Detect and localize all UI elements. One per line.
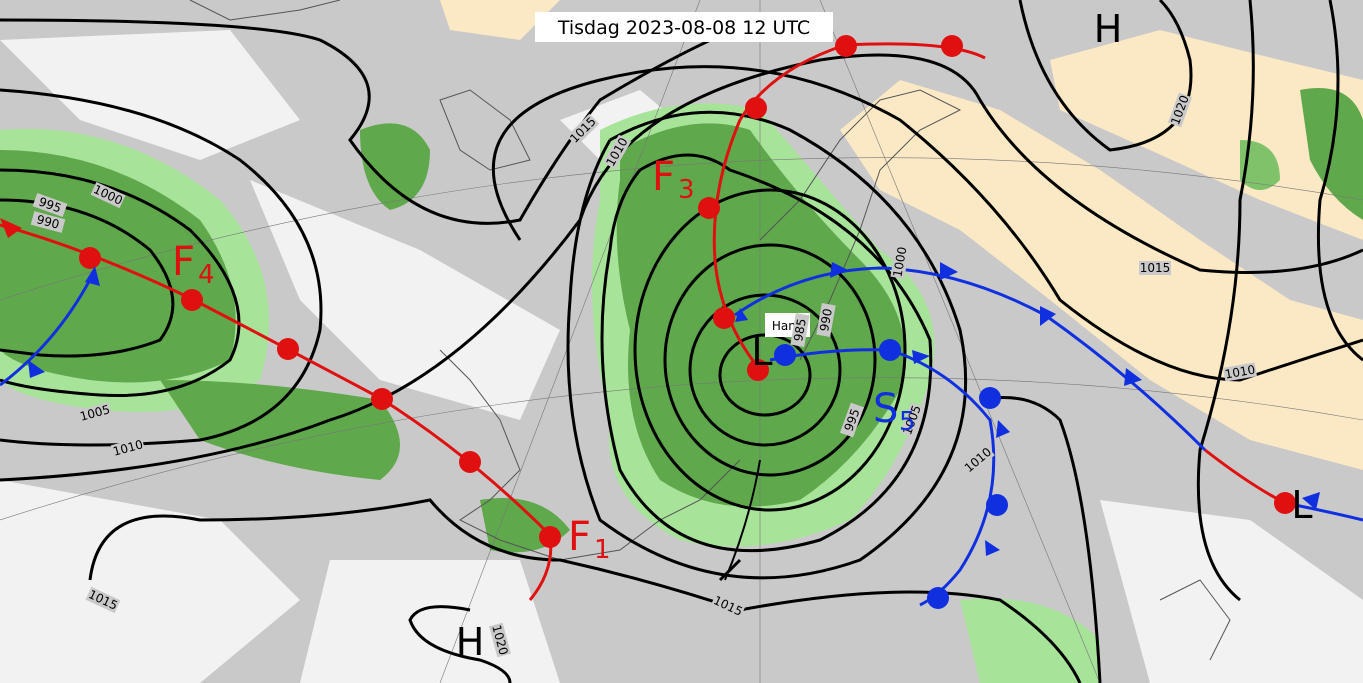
isobar-label-bg [566,113,600,147]
isobar-label-bg [710,592,746,620]
isobar-label: 1010 [1224,362,1257,381]
coastlines [189,0,1231,661]
isobar-label-bg [110,437,146,459]
isobar-label-bg [816,303,836,337]
isobar-label-bg [1223,362,1257,382]
front-letter: F [652,154,675,200]
isobar-label: 1015 [1140,261,1171,275]
front-letter: F [568,514,591,560]
isobar-label: 990 [35,212,61,231]
pressure-center: L [1291,483,1312,527]
title-box [535,12,833,42]
isobar-label-bg [899,402,925,438]
isobar-label-bg [890,245,910,279]
front-index: 4 [198,260,215,290]
isobar-label-bg [85,586,121,614]
isobar-label-bg [602,134,632,170]
isobar-label-bg [1139,261,1171,275]
pressure-center: H [456,620,485,664]
front-index: 3 [678,175,695,205]
isobar-label: 990 [817,308,835,333]
pressure-center: L [751,330,772,374]
front-symbols [0,35,1320,609]
pressure-center: H [1094,7,1123,51]
front-letter: S [873,386,898,432]
isobar-label: 985 [791,318,809,343]
isobar-label-bg [1167,92,1193,128]
isobar-label-bg [32,192,68,218]
isobar-label: 1000 [890,246,909,279]
front-index: 1 [594,535,611,565]
front-index: 5 [899,407,916,437]
map-title: Tisdag 2023-08-08 12 UTC [557,17,810,39]
isobar-label-bg [839,402,865,438]
isobar-label-bg [489,622,511,658]
isobar-label-bg [790,313,810,347]
isobar-label-bg [77,402,113,424]
isobar-label-bg [30,211,66,233]
isobar-label-bg [90,181,126,209]
front-letter: F [172,239,195,285]
isobar-label-bg [961,444,995,476]
fronts [0,42,1363,607]
